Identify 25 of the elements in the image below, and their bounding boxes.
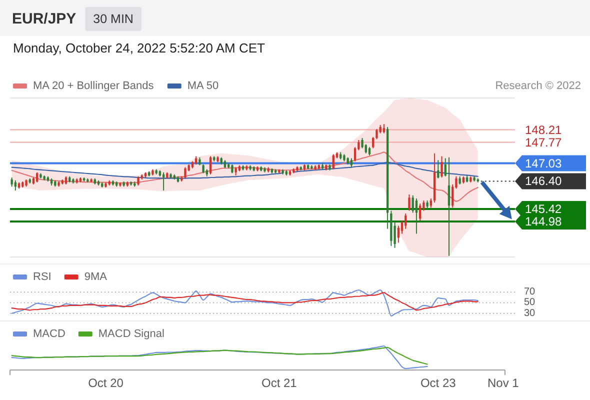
x-tick-label: Oct 21 xyxy=(262,376,298,390)
ref-line-label: 148.21 xyxy=(525,122,562,137)
ref-line-label: 145.42 xyxy=(525,202,562,216)
ref-line-label: 146.40 xyxy=(525,174,562,188)
ref-line-label: 147.77 xyxy=(525,135,562,150)
legend-label: MA 20 + Bollinger Bands xyxy=(33,80,154,92)
y-tick-label: 30 xyxy=(524,308,536,319)
text: Research © 2022 xyxy=(495,80,581,92)
ref-line-label: 147.03 xyxy=(525,156,562,170)
ref-line-label: 144.98 xyxy=(525,214,562,229)
x-tick-label: Oct 20 xyxy=(88,376,124,390)
legend-label: 9MA xyxy=(84,271,108,283)
text: 30 MIN xyxy=(93,12,134,26)
line-series xyxy=(11,289,478,317)
y-tick-label: 70 xyxy=(524,286,536,298)
legend-label: MACD xyxy=(33,328,66,340)
x-tick-label: Oct 23 xyxy=(420,376,456,390)
y-tick-label: 50 xyxy=(524,297,536,308)
legend-label: MACD Signal xyxy=(98,328,164,340)
x-tick-label: Nov 1 xyxy=(488,376,520,390)
legend-label: MA 50 xyxy=(187,80,219,92)
legend-label: RSI xyxy=(33,271,52,283)
line-series xyxy=(11,292,478,311)
chart-subtitle: Monday, October 24, 2022 5:52:20 AM CET xyxy=(13,40,266,56)
chart-title: EUR/JPY xyxy=(12,10,76,28)
